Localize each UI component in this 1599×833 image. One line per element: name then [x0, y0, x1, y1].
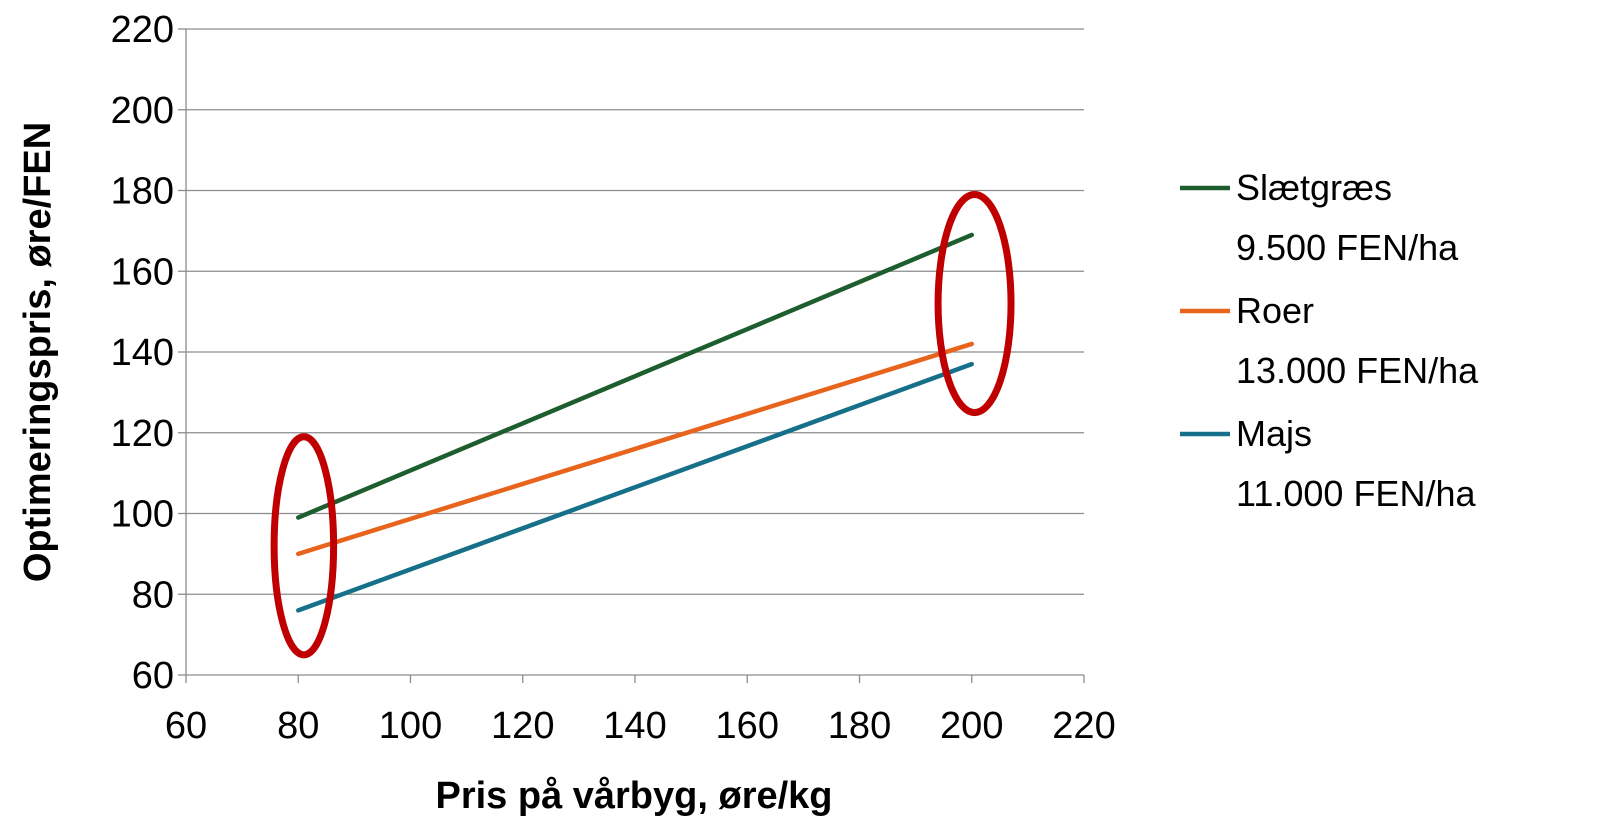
x-tick-label: 220	[1052, 705, 1115, 747]
highlight-ellipse	[270, 433, 338, 659]
y-tick-label: 200	[111, 90, 174, 132]
y-tick-label: 180	[111, 171, 174, 213]
legend-sublabel: 13.000 FEN/ha	[1236, 350, 1479, 391]
y-tick-label: 160	[111, 251, 174, 293]
legend-sublabel: 11.000 FEN/ha	[1236, 473, 1476, 514]
y-axis-title: Optimeringspris, øre/FEN	[17, 122, 59, 582]
y-tick-label: 120	[111, 413, 174, 455]
x-tick-labels: 60 80 100 120 140 160 180 200 220	[165, 705, 1116, 747]
series-line	[296, 341, 974, 557]
x-tick-label: 180	[828, 705, 891, 747]
legend-sublabel: 9.500 FEN/ha	[1236, 227, 1459, 268]
annotations	[270, 191, 1015, 659]
y-tick-label: 220	[111, 9, 174, 51]
legend-label: Majs	[1236, 413, 1312, 454]
x-tick-label: 160	[716, 705, 779, 747]
y-tick-label: 80	[132, 574, 174, 616]
x-tick-label: 80	[277, 705, 319, 747]
x-tick-label: 100	[379, 705, 442, 747]
legend: Slætgræs 9.500 FEN/ha Roer 13.000 FEN/ha Maj…	[1180, 167, 1479, 514]
axes	[178, 28, 1085, 683]
series-line	[296, 232, 974, 520]
legend-label: Roer	[1236, 290, 1314, 331]
x-tick-label: 200	[940, 705, 1003, 747]
series-line	[296, 361, 974, 613]
x-tick-label: 60	[165, 705, 207, 747]
x-axis-title: Pris på vårbyg, øre/kg	[435, 775, 832, 817]
series-lines	[296, 232, 974, 613]
legend-label: Slætgræs	[1236, 167, 1392, 208]
y-tick-labels: 60 80 100 120 140 160 180 200 220	[111, 9, 174, 697]
y-tick-label: 100	[111, 494, 174, 536]
x-tick-label: 140	[603, 705, 666, 747]
y-tick-label: 140	[111, 332, 174, 374]
x-tick-label: 120	[491, 705, 554, 747]
y-tick-label: 60	[132, 655, 174, 697]
highlight-ellipse	[934, 191, 1015, 417]
